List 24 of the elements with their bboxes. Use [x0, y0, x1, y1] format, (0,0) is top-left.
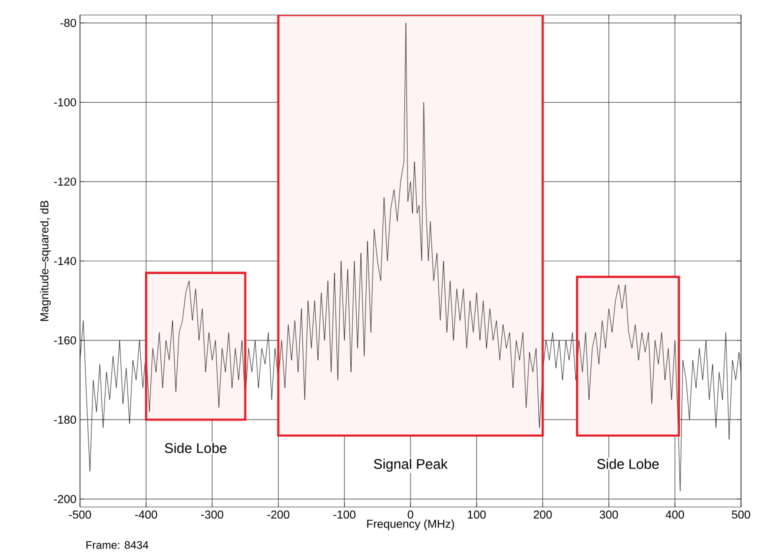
x-tick-label: -300	[201, 510, 224, 519]
x-tick-label: -100	[333, 510, 356, 519]
y-tick-label: -180	[54, 416, 76, 424]
x-tick-label: -400	[135, 510, 158, 519]
x-tick-label: 0	[408, 510, 414, 519]
text: Frame: 8434	[86, 541, 148, 549]
x-tick-label: 100	[468, 510, 486, 519]
x-tick-label: -500	[69, 510, 92, 519]
band-label: Side Lobe	[597, 458, 659, 469]
y-tick-label: -80	[60, 18, 76, 27]
y-tick-label: -200	[54, 495, 76, 504]
y-axis-title: Magnitude–squared, dB	[40, 200, 51, 321]
x-tick-label: 500	[732, 510, 750, 519]
band-label: Side Lobe	[164, 442, 226, 454]
y-tick-label: -120	[54, 178, 76, 186]
y-tick-label: -160	[54, 336, 76, 344]
x-tick-label: 300	[600, 510, 618, 519]
x-tick-label: 400	[666, 510, 684, 519]
y-tick-label: -140	[54, 256, 76, 266]
x-tick-label: -200	[267, 510, 290, 519]
x-tick-label: 200	[534, 510, 552, 519]
x-axis-title: Frequency (MHz)	[367, 520, 454, 530]
y-tick-label: -100	[54, 98, 76, 106]
band-label: Signal Peak	[374, 458, 448, 472]
